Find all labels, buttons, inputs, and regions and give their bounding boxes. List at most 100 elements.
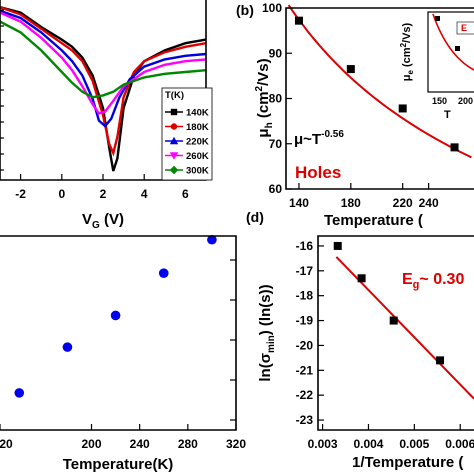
panel-b-data-layer bbox=[287, 4, 472, 159]
panel-a-legend-title: T(K) bbox=[165, 90, 184, 101]
panel-a-legend-label-180K: 180K bbox=[186, 122, 209, 133]
panel-a-series-line-220K bbox=[0, 9, 207, 128]
panel-c-data-point bbox=[14, 388, 25, 398]
panel-d-y-tick-label: -19 bbox=[296, 314, 314, 328]
panel-c-data-layer bbox=[14, 234, 217, 398]
panel-d-data-point bbox=[357, 274, 366, 283]
panel-d-data-point bbox=[436, 356, 445, 365]
panel-d-x-tick-label: 0.003 bbox=[308, 437, 338, 451]
panel-b-x-tick-label: 180 bbox=[341, 196, 361, 210]
panel-c-data-point bbox=[158, 268, 169, 279]
panel-c-x-tick-label: 320 bbox=[226, 437, 246, 451]
panel-b-data-point bbox=[346, 65, 355, 74]
panel-a-series-line-180K bbox=[0, 6, 207, 157]
panel-a-legend-marker-300K bbox=[169, 165, 179, 175]
panel-d: (d) -16 -17 -18 -19 -20 -21 -22 -23 0.003 0.004 0.… bbox=[246, 209, 474, 471]
panel-d-y-tick-label: -21 bbox=[296, 363, 314, 377]
panel-b-inset-x-tick-2: 200 bbox=[458, 96, 473, 106]
panel-c-x-axis-label: Temperature(K) bbox=[63, 456, 174, 473]
x-label-unit: (V) bbox=[100, 211, 124, 228]
panel-b-holes-label: Holes bbox=[295, 163, 341, 182]
x-label-v: V bbox=[82, 211, 92, 228]
panel-d-annotation: Eg~ 0.30 bbox=[402, 271, 464, 291]
panel-d-y-tick-label: -20 bbox=[296, 338, 314, 352]
panel-b-y-tick-label: 80 bbox=[269, 92, 283, 106]
panel-a-legend-label-260K: 260K bbox=[186, 151, 209, 162]
panel-d-data-point bbox=[333, 241, 342, 250]
panel-b-inset-point-1 bbox=[435, 16, 440, 21]
panel-b-inset-fit-curve bbox=[432, 13, 474, 71]
panel-a-legend-label-220K: 220K bbox=[186, 137, 209, 148]
panel-c-ticks: 20 200 240 280 320 bbox=[0, 259, 246, 451]
panel-b-x-tick-label: 240 bbox=[419, 196, 439, 210]
panel-c-data-point bbox=[207, 234, 217, 245]
panel-b-inset-point-2 bbox=[455, 46, 460, 51]
panel-a-x-tick-label: 2 bbox=[100, 187, 107, 201]
panel-a-x-tick-label: 4 bbox=[141, 187, 148, 201]
panel-a-legend-marker-220K bbox=[169, 136, 179, 145]
panel-a-series-line-260K bbox=[0, 11, 207, 115]
panel-a-x-tick-label: -2 bbox=[15, 187, 26, 201]
panel-d-y-tick-label: -22 bbox=[296, 388, 314, 402]
x-label-sub: G bbox=[92, 220, 100, 231]
panel-a-legend-entries: 140K 180K 220K 260K 300K bbox=[165, 108, 209, 177]
panel-d-ticks: -16 -17 -18 -19 -20 -21 -22 -23 0.003 0.004 0.005 0… bbox=[296, 239, 474, 451]
panel-b-inset-legend bbox=[456, 21, 474, 35]
panel-b-ticks: 60 70 80 90 100 140 180 220 240 bbox=[262, 1, 439, 210]
panel-a-series-layer bbox=[0, 6, 207, 172]
panel-c-x-tick-label: 20 bbox=[0, 437, 13, 451]
panel-c-data-point bbox=[62, 342, 73, 352]
panel-d-y-tick-label: -17 bbox=[296, 264, 314, 278]
panel-d-y-tick-label: -23 bbox=[296, 413, 314, 427]
panel-c-x-tick-label: 200 bbox=[81, 437, 101, 451]
panel-b-y-tick-label: 90 bbox=[269, 46, 283, 60]
panel-a-legend-label-140K: 140K bbox=[186, 108, 209, 119]
panel-b-inset-x-label: T bbox=[444, 109, 451, 121]
panel-d-x-tick-label: 0.006 bbox=[445, 437, 474, 451]
panel-b-inset: E μe (cm2/Vs) 150 200 T bbox=[399, 11, 474, 121]
panel-a-legend-marker-260K bbox=[169, 152, 179, 160]
panel-a-legend-marker-140K bbox=[170, 108, 178, 116]
panel-c-x-tick-label: 280 bbox=[178, 437, 198, 451]
panel-b-y-tick-label: 60 bbox=[269, 182, 283, 196]
panel-a-legend: T(K) 140K 180K 220K 260K 300K bbox=[161, 87, 213, 181]
panel-b-x-tick-label: 220 bbox=[393, 196, 413, 210]
panel-b-data-point bbox=[450, 143, 459, 152]
panel-d-data-layer bbox=[333, 241, 474, 400]
panel-c-data-point bbox=[110, 310, 121, 321]
panel-c-x-tick-label: 240 bbox=[130, 437, 150, 451]
panel-d-axes bbox=[317, 235, 474, 431]
panel-b-data-point bbox=[294, 16, 303, 25]
panel-b-data-point bbox=[398, 104, 407, 113]
panel-b-x-tick-label: 140 bbox=[289, 196, 309, 210]
panel-b-y-tick-label: 70 bbox=[269, 137, 283, 151]
panel-a-x-axis-label: VG (V) bbox=[82, 211, 124, 231]
panel-a-legend-box bbox=[161, 87, 213, 181]
panel-d-y-axis-label: ln(σmin) (ln(s)) bbox=[257, 284, 277, 381]
panel-a-x-tick-label: 6 bbox=[182, 187, 189, 201]
panel-b-inset-x-tick-1: 150 bbox=[432, 96, 447, 106]
panel-b-inset-y-label: μe (cm2/Vs) bbox=[399, 22, 415, 81]
panel-d-y-tick-label: -16 bbox=[296, 239, 314, 253]
panel-b-x-axis-label: Temperature ( bbox=[324, 212, 423, 229]
panel-d-letter: (d) bbox=[246, 209, 264, 225]
panel-a: -2 0 2 4 6 VG (V) T(K) 140K 180K 220K 260K 300K bbox=[0, 0, 213, 231]
panel-c-axes bbox=[0, 235, 237, 431]
panel-a-legend-marker-180K bbox=[170, 123, 178, 130]
panel-d-x-tick-label: 0.004 bbox=[353, 437, 383, 451]
panel-d-x-tick-label: 0.005 bbox=[399, 437, 429, 451]
panel-b-fit-curve bbox=[287, 4, 472, 159]
panel-d-data-point bbox=[389, 316, 398, 325]
panel-c: 20 200 240 280 320 Temperature(K) bbox=[0, 234, 246, 473]
panel-a-legend-label-300K: 300K bbox=[186, 166, 209, 177]
panel-b-y-tick-label: 100 bbox=[262, 1, 282, 15]
panel-b-letter: (b) bbox=[236, 2, 254, 18]
panel-d-y-tick-label: -18 bbox=[296, 289, 314, 303]
panel-a-series-line-300K bbox=[0, 20, 207, 99]
panel-a-x-tick-label: 0 bbox=[58, 187, 65, 201]
panel-b-y-axis-label: μh (cm2/Vs) bbox=[254, 58, 275, 137]
panel-b-annotation: μ~T-0.56 bbox=[294, 129, 344, 148]
panel-b-inset-legend-text: E bbox=[461, 23, 467, 33]
